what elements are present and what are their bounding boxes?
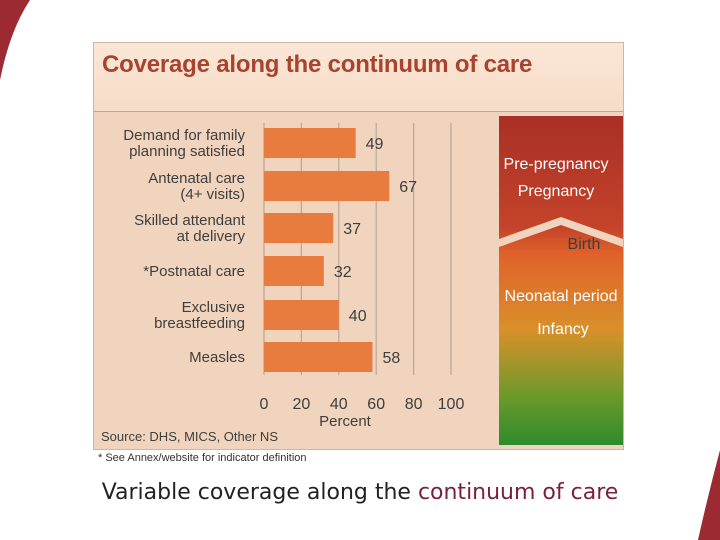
- stage-label: Infancy: [537, 321, 589, 338]
- data-label: 49: [366, 136, 384, 153]
- corner-decoration-bottom-right: [698, 450, 720, 540]
- stage-arrow: [499, 116, 623, 445]
- bar: [264, 342, 373, 372]
- category-label: Demand for family: [123, 127, 245, 144]
- title-band: Coverage along the continuum of care: [94, 43, 623, 112]
- category-label: planning satisfied: [129, 143, 245, 160]
- bar: [264, 256, 324, 286]
- footnote: * See Annex/website for indicator defini…: [98, 452, 307, 464]
- slide-caption: Variable coverage along the continuum of…: [0, 480, 720, 505]
- x-tick-label: 20: [293, 396, 311, 413]
- chart-source: Source: DHS, MICS, Other NS: [101, 429, 278, 444]
- chart-panel: Coverage along the continuum of care 49 D…: [93, 42, 624, 450]
- x-tick-label: 40: [330, 396, 348, 413]
- stage-label: Pre-pregnancy: [504, 156, 609, 173]
- category-label: *Postnatal care: [143, 263, 245, 280]
- bar: [264, 128, 356, 158]
- bar: [264, 213, 334, 243]
- category-label: (4+ visits): [180, 186, 245, 203]
- stage-label: Birth: [568, 236, 601, 253]
- bar: [264, 300, 339, 330]
- chart-title: Coverage along the continuum of care: [102, 51, 533, 78]
- data-label: 58: [382, 350, 400, 367]
- category-label: Skilled attendant: [134, 212, 246, 229]
- data-label: 40: [349, 308, 367, 325]
- x-tick-label: 60: [367, 396, 385, 413]
- x-tick-label: 0: [260, 396, 269, 413]
- x-tick-label: 100: [438, 396, 465, 413]
- category-label: at delivery: [177, 228, 246, 245]
- bar: [264, 171, 390, 201]
- caption-highlight: continuum of care: [417, 480, 619, 505]
- category-label: Antenatal care: [148, 170, 245, 187]
- stage-label: Neonatal period: [505, 288, 618, 305]
- caption-prefix: Variable coverage along the: [101, 480, 418, 505]
- x-axis-label: Percent: [319, 413, 372, 430]
- category-label: breastfeeding: [154, 315, 245, 332]
- x-tick-label: 80: [405, 396, 423, 413]
- corner-decoration-top-left: [0, 0, 30, 80]
- data-label: 32: [334, 264, 352, 281]
- stage-label: Pregnancy: [518, 183, 595, 200]
- category-label: Exclusive: [182, 299, 245, 316]
- data-label: 67: [399, 179, 417, 196]
- category-label: Measles: [189, 349, 245, 366]
- data-label: 37: [343, 221, 361, 238]
